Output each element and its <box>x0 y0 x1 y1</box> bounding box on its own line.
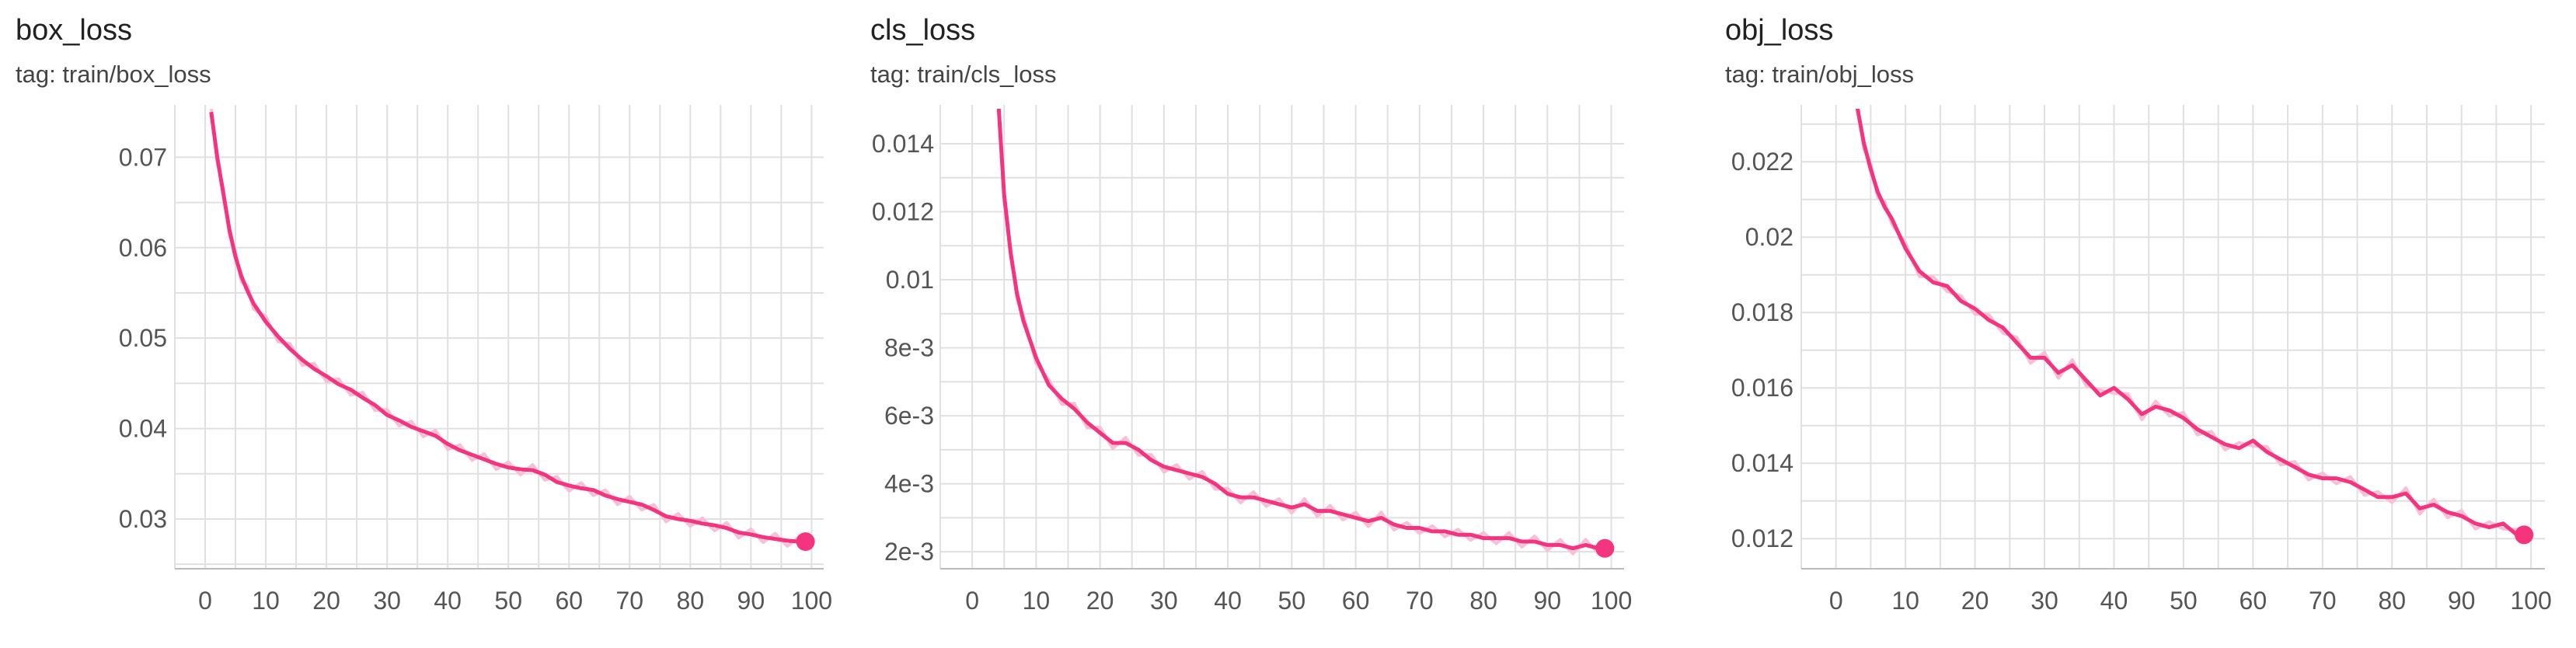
x-tick-label: 100 <box>1591 587 1632 615</box>
last-point-marker[interactable] <box>2515 525 2534 545</box>
x-tick-label: 40 <box>434 587 462 615</box>
x-tick-label: 80 <box>2378 587 2406 615</box>
y-tick-label: 0.06 <box>119 234 167 262</box>
x-tick-label: 40 <box>2100 587 2128 615</box>
chart-card-cls-loss: cls_loss tag: train/cls_loss 0 10 20 30 40 50… <box>870 0 1702 648</box>
x-tick-label: 30 <box>2030 587 2058 615</box>
x-tick-label: 100 <box>2510 587 2551 615</box>
x-tick-label: 0 <box>1829 587 1843 615</box>
chart-card-box-loss: box_loss tag: train/box_loss 0 10 20 30 40 50… <box>16 0 847 648</box>
cls-loss-plot[interactable]: 0 10 20 30 40 50 60 70 80 90 100 2e-3 4e-3 6e-3 8e-3 0.… <box>870 0 1702 648</box>
x-tick-label: 60 <box>1342 587 1370 615</box>
last-point-marker[interactable] <box>1595 538 1615 558</box>
series-line[interactable] <box>996 92 1605 551</box>
y-tick-label: 0.014 <box>872 130 934 158</box>
y-tick-label: 0.012 <box>872 198 934 226</box>
x-tick-label: 70 <box>615 587 643 615</box>
y-tick-label: 0.014 <box>1731 449 1793 477</box>
box-loss-plot[interactable]: 0 10 20 30 40 50 60 70 80 90 100 0.03 0.04 0.05 0.06 0.… <box>16 0 847 648</box>
obj-loss-plot[interactable]: 0 10 20 30 40 50 60 70 80 90 100 0.012 0.014 0.016 0.0… <box>1725 0 2557 648</box>
x-tick-label: 20 <box>312 587 340 615</box>
last-point-marker[interactable] <box>796 532 815 552</box>
x-tick-label: 10 <box>1023 587 1051 615</box>
x-tick-label: 50 <box>1278 587 1306 615</box>
x-tick-label: 50 <box>2170 587 2198 615</box>
y-tick-label: 0.018 <box>1731 298 1793 326</box>
y-tick-label: 0.03 <box>119 505 167 533</box>
chart-tag: tag: train/box_loss <box>16 61 211 88</box>
y-tick-label: 0.01 <box>886 266 934 294</box>
x-tick-label: 40 <box>1214 587 1242 615</box>
chart-title: obj_loss <box>1725 14 1834 47</box>
grid <box>174 105 824 569</box>
chart-title: box_loss <box>16 14 132 47</box>
y-tick-label: 8e-3 <box>884 334 934 362</box>
x-tick-label: 90 <box>2448 587 2476 615</box>
x-tick-label: 30 <box>1150 587 1178 615</box>
y-tick-label: 0.012 <box>1731 524 1793 552</box>
y-tick-label: 0.022 <box>1731 148 1793 176</box>
x-tick-label: 90 <box>737 587 765 615</box>
y-tick-label: 2e-3 <box>884 538 934 566</box>
series-line[interactable] <box>209 111 806 544</box>
series-line[interactable] <box>1855 105 2525 537</box>
grid <box>939 105 1624 569</box>
y-tick-label: 0.016 <box>1731 374 1793 402</box>
chart-tag: tag: train/cls_loss <box>870 61 1057 88</box>
x-tick-label: 70 <box>1406 587 1434 615</box>
x-tick-label: 80 <box>677 587 705 615</box>
x-tick-label: 20 <box>1961 587 1989 615</box>
series-raw-line <box>1856 109 2525 542</box>
y-tick-label: 0.04 <box>119 415 167 443</box>
x-tick-label: 90 <box>1534 587 1562 615</box>
y-tick-label: 4e-3 <box>884 470 934 498</box>
y-tick-label: 0.02 <box>1745 223 1793 251</box>
x-tick-label: 100 <box>791 587 832 615</box>
x-tick-label: 50 <box>494 587 522 615</box>
x-tick-label: 60 <box>555 587 583 615</box>
x-tick-label: 20 <box>1086 587 1114 615</box>
x-tick-label: 0 <box>198 587 212 615</box>
y-tick-label: 0.07 <box>119 143 167 171</box>
y-tick-label: 0.05 <box>119 324 167 352</box>
y-tick-label: 6e-3 <box>884 402 934 430</box>
chart-tag: tag: train/obj_loss <box>1725 61 1914 88</box>
x-tick-label: 70 <box>2309 587 2337 615</box>
x-tick-label: 10 <box>252 587 280 615</box>
x-tick-label: 10 <box>1891 587 1919 615</box>
x-tick-label: 0 <box>965 587 979 615</box>
chart-card-obj-loss: obj_loss tag: train/obj_loss 0 10 20 30 40 50… <box>1725 0 2557 648</box>
chart-title: cls_loss <box>870 14 976 47</box>
x-tick-label: 30 <box>373 587 401 615</box>
x-tick-label: 80 <box>1469 587 1497 615</box>
x-tick-label: 60 <box>2240 587 2268 615</box>
